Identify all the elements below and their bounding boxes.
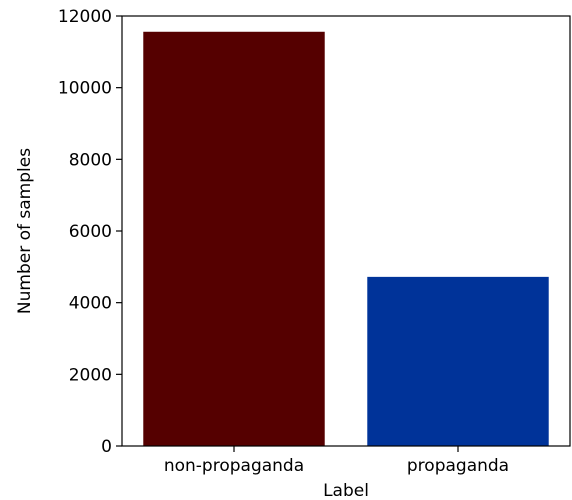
y-axis-label: Number of samples bbox=[15, 148, 35, 314]
y-tick-label: 10000 bbox=[58, 79, 112, 99]
bar-non-propaganda bbox=[143, 31, 325, 447]
plot-frame bbox=[121, 15, 571, 447]
bars-group bbox=[143, 31, 549, 447]
x-axis-label: Label bbox=[323, 481, 369, 500]
y-tick-label: 2000 bbox=[69, 365, 112, 385]
y-tick-label: 4000 bbox=[69, 294, 112, 314]
x-tick-label: propaganda bbox=[407, 456, 509, 476]
y-axis-ticks: 0 2000 4000 6000 8000 10000 12000 bbox=[58, 7, 122, 457]
bar-propaganda bbox=[367, 276, 549, 446]
y-tick-label: 8000 bbox=[69, 150, 112, 170]
y-tick-label: 0 bbox=[101, 437, 112, 457]
x-tick-label: non-propaganda bbox=[164, 456, 304, 476]
y-tick-label: 12000 bbox=[58, 7, 112, 27]
x-axis-ticks: non-propaganda propaganda bbox=[164, 446, 509, 476]
y-tick-label: 6000 bbox=[69, 222, 112, 242]
